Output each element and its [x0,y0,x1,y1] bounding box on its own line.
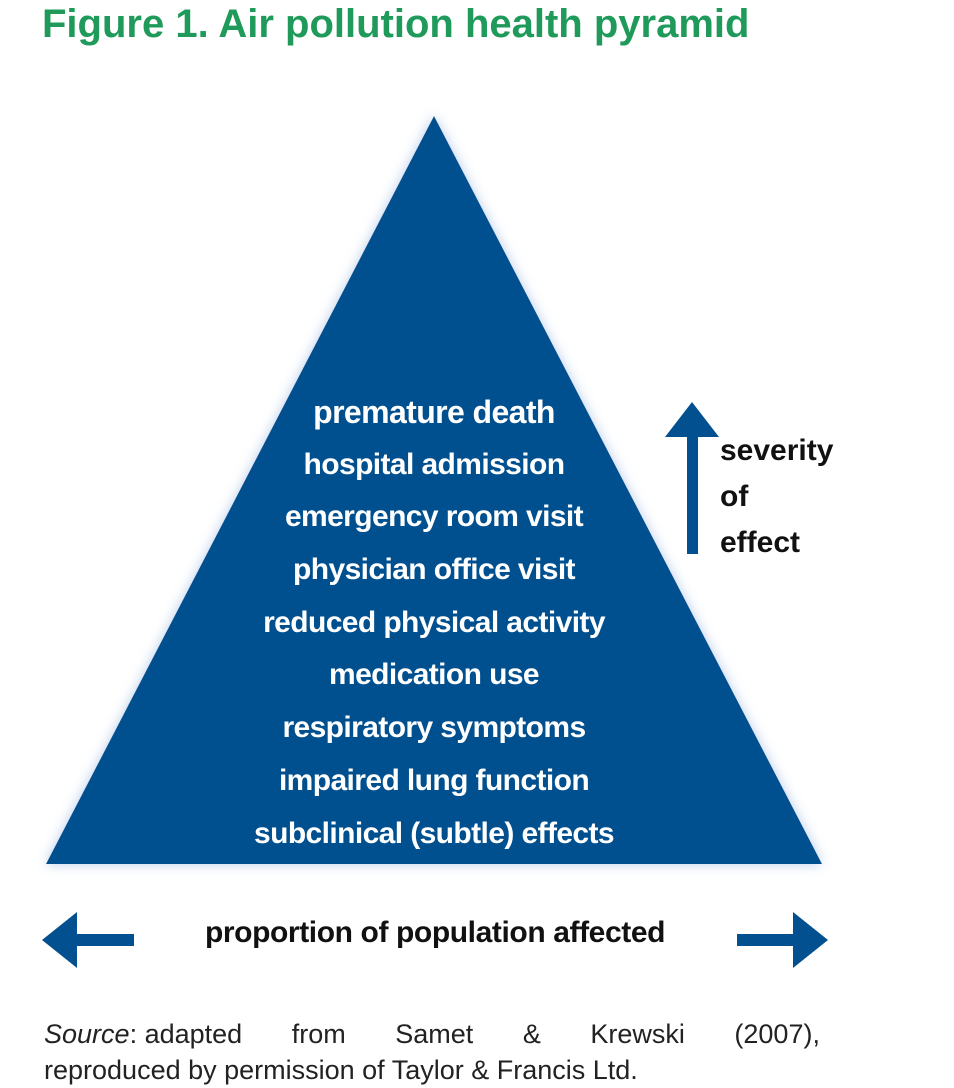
arrow-left-icon [42,912,134,968]
arrow-right-icon [737,912,828,968]
level-medication-use: medication use [329,658,540,692]
source-word: (2007), [734,1019,820,1049]
level-emergency-room-visit: emergency room visit [284,500,584,534]
source-word: : adapted [129,1019,243,1049]
severity-label: severity of effect [720,428,833,566]
severity-word: severity [720,434,834,467]
source-word: from [291,1019,346,1049]
level-reduced-physical-activity: reduced physical activity [263,605,605,639]
source-word: Krewski [590,1019,685,1049]
level-physician-office-visit: physician office visit [293,553,576,587]
source-line-1: Source: adapted from Samet & Krewski (20… [44,1016,820,1052]
source-label: Source [44,1019,130,1049]
level-premature-death: premature death [313,394,555,430]
source-word: Samet [395,1019,474,1049]
source-note: Source: adapted from Samet & Krewski (20… [44,1016,820,1088]
effect-word: effect [720,526,801,559]
level-impaired-lung-function: impaired lung function [278,763,590,797]
pyramid-triangle [46,116,822,864]
level-subclinical-effects: subclinical (subtle) effects [254,816,615,850]
pyramid-levels: premature death hospital admission emerg… [134,386,734,860]
proportion-label: proportion of population affected [204,916,666,949]
level-respiratory-symptoms: respiratory symptoms [282,711,586,745]
source-line-2: reproduced by permission of Taylor & Fra… [44,1055,638,1085]
source-word: & [522,1019,541,1049]
figure-title: Figure 1. Air pollution health pyramid [42,2,750,46]
source-label-group: Source: adapted [44,1016,242,1052]
level-hospital-admission: hospital admission [303,447,566,481]
arrow-up-icon [665,402,719,554]
of-word: of [720,480,749,513]
